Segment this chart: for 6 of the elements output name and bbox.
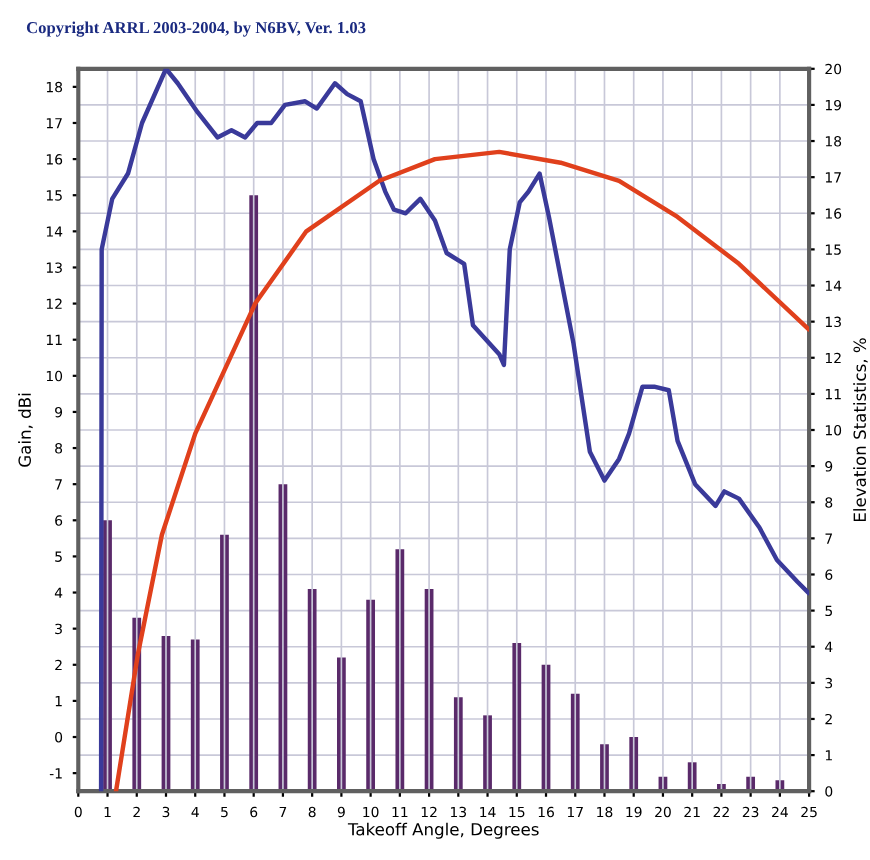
y-axis-title: Gain, dBi: [18, 393, 33, 467]
y2-axis-title: Elevation Statistics, %: [853, 338, 868, 522]
chart-title: Copyright ARRL 2003-2004, by N6BV, Ver. 1.03: [26, 21, 366, 37]
x-axis-title: Takeoff Angle, Degrees: [347, 822, 539, 839]
bar: [366, 599, 375, 792]
bar: [220, 534, 229, 792]
